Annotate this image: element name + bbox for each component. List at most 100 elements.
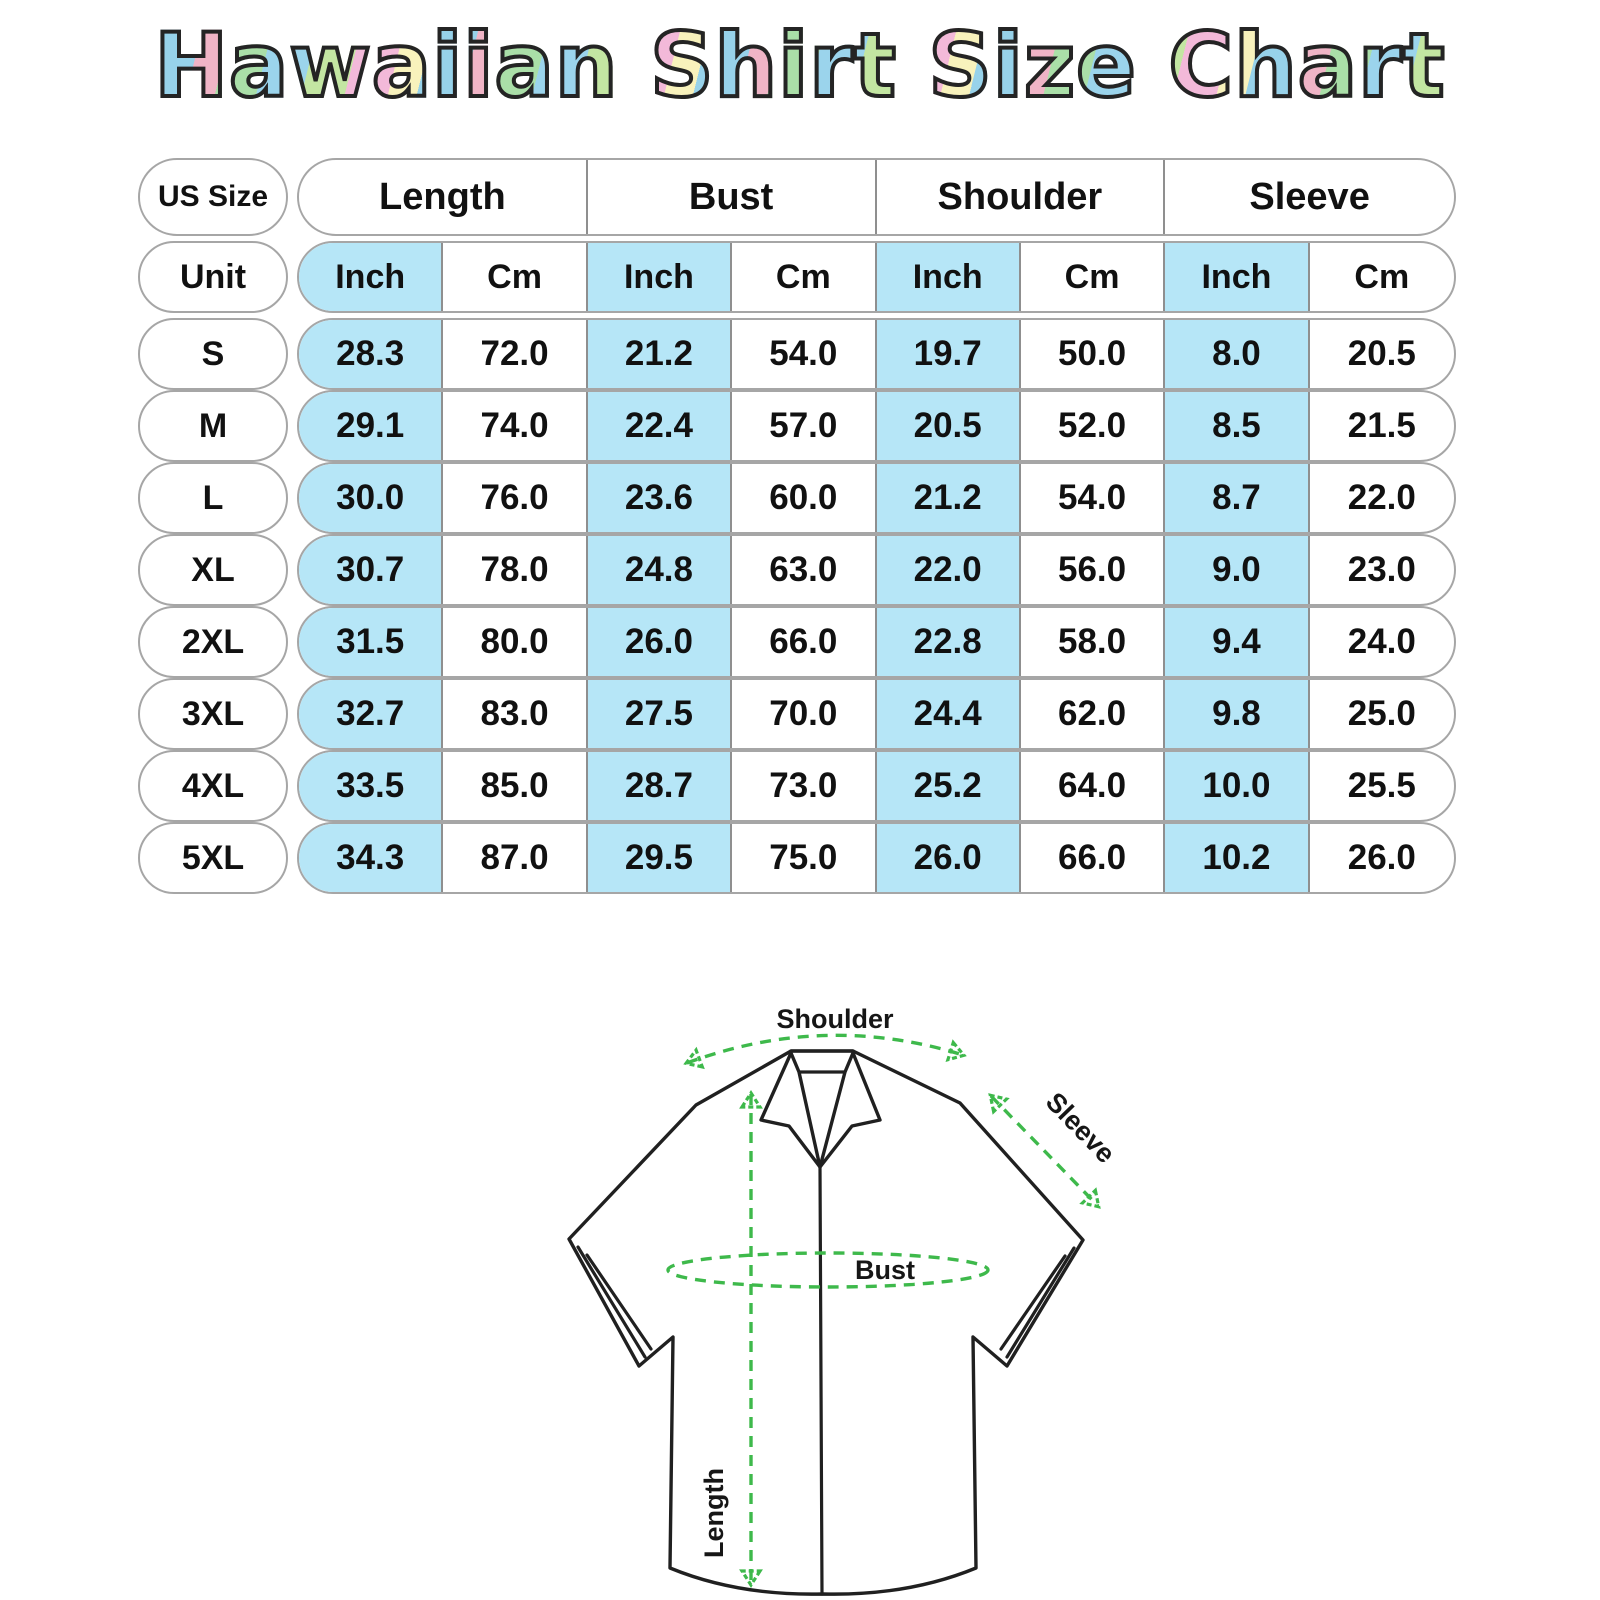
size-row: XL 30.7 78.0 24.8 63.0 22.0 56.0 9.0 23.0: [138, 534, 1456, 606]
unit-row-label: Unit: [138, 241, 288, 313]
measurement-cell: 22.0: [876, 536, 1021, 604]
measurement-cell: 83.0: [443, 680, 588, 748]
size-row: 5XL 34.3 87.0 29.5 75.0 26.0 66.0 10.2 26.0: [138, 822, 1456, 894]
shirt-outline: [567, 1049, 1085, 1596]
measurement-cell: 78.0: [443, 536, 588, 604]
page-title: Hawaiian Shirt Size Chart: [0, 12, 1600, 119]
shoulder-measure-arrow: [687, 1035, 963, 1063]
sleeve-measure-arrow: [991, 1096, 1098, 1206]
measurement-cell: 58.0: [1021, 608, 1166, 676]
measurement-cell: 24.4: [876, 680, 1021, 748]
measurement-cell: 20.5: [1347, 334, 1416, 373]
measurement-cell: 29.1: [299, 392, 444, 460]
size-label: S: [138, 318, 288, 390]
measurement-cell: 26.0: [876, 824, 1021, 892]
measurement-cell: 54.0: [1021, 464, 1166, 532]
measurement-cell: 29.5: [587, 824, 733, 892]
unit-header-row: Inch Cm Inch Cm Inch Cm Inch Cm: [297, 241, 1456, 313]
measurement-cell: 9.0: [1165, 536, 1310, 604]
size-row: M 29.1 74.0 22.4 57.0 20.5 52.0 8.5 21.5: [138, 390, 1456, 462]
measurement-cell: 19.7: [876, 320, 1021, 388]
length-arrow-label: Length: [699, 1468, 729, 1558]
size-table: US Size Length Bust Shoulder Sleeve Unit…: [138, 158, 1456, 894]
size-label: M: [138, 390, 288, 462]
group-header-length: Length: [299, 160, 588, 234]
measurement-cell: 10.0: [1165, 752, 1310, 820]
shoulder-arrow-label: Shoulder: [776, 1004, 893, 1034]
measurement-cell: 20.5: [876, 392, 1021, 460]
measurement-cell: 8.0: [1165, 320, 1310, 388]
measurement-cell: 9.4: [1165, 608, 1310, 676]
size-rows-container: S 28.3 72.0 21.2 54.0 19.7 50.0 8.0 20.5 M 29.1 74.…: [138, 318, 1456, 894]
measurement-cell: 22.0: [1347, 478, 1416, 517]
measurement-cell: 80.0: [443, 608, 588, 676]
measurement-row: 28.3 72.0 21.2 54.0 19.7 50.0 8.0 20.5: [297, 318, 1456, 390]
measurement-cell: 34.3: [299, 824, 444, 892]
measurement-row: 30.0 76.0 23.6 60.0 21.2 54.0 8.7 22.0: [297, 462, 1456, 534]
size-label: 2XL: [138, 606, 288, 678]
measurement-cell: 8.5: [1165, 392, 1310, 460]
measurement-cell: 9.8: [1165, 680, 1310, 748]
measurement-row: 29.1 74.0 22.4 57.0 20.5 52.0 8.5 21.5: [297, 390, 1456, 462]
measurement-cell: 28.3: [299, 320, 444, 388]
measurement-cell: 21.2: [876, 464, 1021, 532]
measurement-cell: 87.0: [443, 824, 588, 892]
size-label: 4XL: [138, 750, 288, 822]
measurement-cell: 24.8: [587, 536, 733, 604]
measurement-cell: 22.8: [876, 608, 1021, 676]
shirt-measurement-diagram: Shoulder Length Bust Sleeve: [567, 1001, 1124, 1600]
measurement-cell: 25.0: [1347, 694, 1416, 733]
unit-header-cell: Inch: [876, 243, 1021, 311]
size-row: L 30.0 76.0 23.6 60.0 21.2 54.0 8.7 22.0: [138, 462, 1456, 534]
measurement-cell: 57.0: [732, 392, 877, 460]
column-group-header: Length Bust Shoulder Sleeve: [297, 158, 1456, 236]
measurement-cell: 54.0: [732, 320, 877, 388]
measurement-cell: 8.7: [1165, 464, 1310, 532]
measurement-cell: 33.5: [299, 752, 444, 820]
measurement-cell: 66.0: [732, 608, 877, 676]
measurement-cell: 32.7: [299, 680, 444, 748]
size-row: S 28.3 72.0 21.2 54.0 19.7 50.0 8.0 20.5: [138, 318, 1456, 390]
measurement-row: 33.5 85.0 28.7 73.0 25.2 64.0 10.0 25.5: [297, 750, 1456, 822]
unit-header-cell: Inch: [299, 243, 444, 311]
group-header-sleeve: Sleeve: [1249, 175, 1370, 218]
measurement-cell: 23.0: [1347, 550, 1416, 589]
measurement-cell: 66.0: [1021, 824, 1166, 892]
measurement-cell: 62.0: [1021, 680, 1166, 748]
size-row: 3XL 32.7 83.0 27.5 70.0 24.4 62.0 9.8 25.0: [138, 678, 1456, 750]
measurement-cell: 27.5: [587, 680, 733, 748]
measurement-cell: 23.6: [587, 464, 733, 532]
measurement-cell: 52.0: [1021, 392, 1166, 460]
measurement-row: 34.3 87.0 29.5 75.0 26.0 66.0 10.2 26.0: [297, 822, 1456, 894]
left-cuff-lines: [576, 1245, 653, 1359]
measurement-row: 32.7 83.0 27.5 70.0 24.4 62.0 9.8 25.0: [297, 678, 1456, 750]
measurement-cell: 75.0: [732, 824, 877, 892]
unit-header-cell: Cm: [1021, 243, 1166, 311]
size-row: 2XL 31.5 80.0 26.0 66.0 22.8 58.0 9.4 24.0: [138, 606, 1456, 678]
bust-measure-ellipse: [666, 1251, 990, 1289]
measurement-cell: 25.5: [1347, 766, 1416, 805]
size-label: XL: [138, 534, 288, 606]
measurement-cell: 70.0: [732, 680, 877, 748]
header-row: US Size Length Bust Shoulder Sleeve: [138, 158, 1456, 236]
right-cuff-lines: [999, 1246, 1076, 1359]
size-label: 3XL: [138, 678, 288, 750]
measurement-cell: 22.4: [587, 392, 733, 460]
measurement-cell: 74.0: [443, 392, 588, 460]
measurement-row: 30.7 78.0 24.8 63.0 22.0 56.0 9.0 23.0: [297, 534, 1456, 606]
measurement-cell: 26.0: [587, 608, 733, 676]
measurement-cell: 30.7: [299, 536, 444, 604]
bust-arrow-label: Bust: [855, 1255, 915, 1285]
measurement-cell: 21.5: [1347, 406, 1416, 445]
measurement-cell: 30.0: [299, 464, 444, 532]
measurement-cell: 10.2: [1165, 824, 1310, 892]
size-label: 5XL: [138, 822, 288, 894]
measurement-cell: 26.0: [1347, 838, 1416, 877]
group-header-bust: Bust: [588, 160, 877, 234]
measurement-cell: 24.0: [1347, 622, 1416, 661]
measurement-cell: 25.2: [876, 752, 1021, 820]
measurement-cell: 63.0: [732, 536, 877, 604]
right-lapel: [818, 1051, 882, 1169]
measurement-cell: 72.0: [443, 320, 588, 388]
